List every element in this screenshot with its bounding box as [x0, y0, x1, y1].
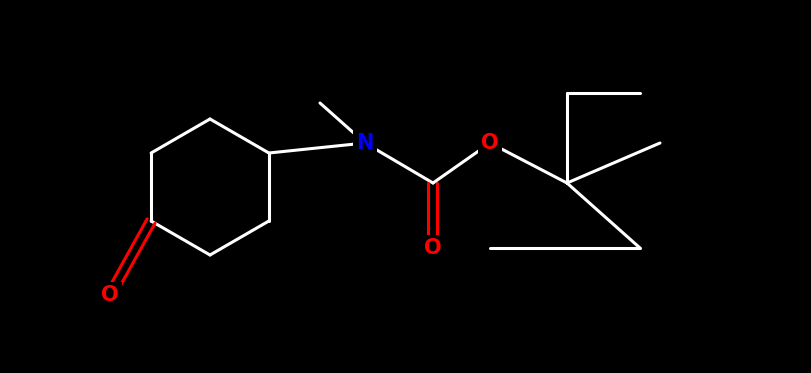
Text: N: N: [356, 133, 373, 153]
Text: O: O: [423, 238, 441, 258]
Text: O: O: [101, 285, 118, 305]
Text: O: O: [481, 133, 498, 153]
